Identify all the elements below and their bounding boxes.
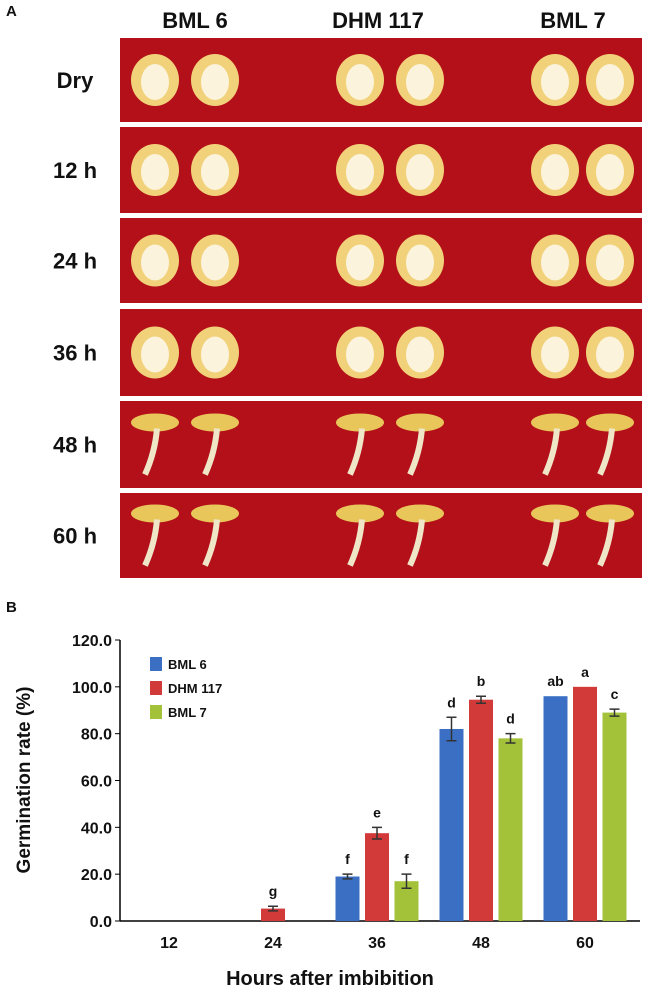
y-tick-label: 40.0 [81,820,112,837]
x-tick-label: 48 [472,935,490,952]
bar [335,876,360,921]
significance-letter: c [611,686,619,702]
row-label: 24 h [53,249,97,274]
column-header: BML 7 [540,8,606,33]
kernel [396,234,444,287]
significance-letter: f [404,851,409,867]
error-bar [505,732,516,744]
y-tick-label: 100.0 [72,680,112,697]
legend-label: BML 6 [168,657,207,672]
kernel [336,326,384,379]
kernel [586,234,634,287]
chart: 0.0 20.0 40.0 60.0 80.0 100.0 120.0 12 24 36 48 60 f… [14,633,640,990]
significance-letter: b [477,673,486,689]
y-axis-title: Germination rate (%) [14,687,35,874]
kernel [191,234,239,287]
kernel [396,326,444,379]
kernel [586,144,634,196]
kernel [396,54,444,106]
x-tick-label: 12 [160,935,178,952]
legend-swatch [150,657,162,671]
x-tick-label: 24 [264,935,282,952]
significance-letter: e [373,804,381,820]
significance-letter: f [345,851,350,867]
kernel [586,54,634,106]
bar [439,728,464,921]
kernel [336,234,384,287]
kernel [586,326,634,379]
error-bar [609,708,620,717]
y-tick-label: 120.0 [72,633,112,650]
legend-swatch [150,705,162,719]
bar [543,696,568,921]
x-tick-label: 60 [576,935,594,952]
row-label: 60 h [53,524,97,549]
error-bar [446,716,457,742]
panel-label: B [6,599,17,616]
kernel [531,326,579,379]
kernel [531,54,579,106]
kernel [191,54,239,106]
error-bar [401,873,412,889]
photo-row [120,401,642,488]
bar [261,908,285,921]
row-label: Dry [57,68,94,93]
y-tick-label: 20.0 [81,867,112,884]
kernel [131,144,179,196]
y-tick-label: 0.0 [90,914,112,931]
kernel [191,144,239,196]
kernel [131,234,179,287]
row-label: 36 h [53,341,97,366]
legend-label: BML 7 [168,705,207,720]
kernel [191,326,239,379]
legend-label: DHM 117 [168,681,222,696]
bar [573,686,597,921]
error-bar [476,695,486,704]
x-tick-label: 36 [368,935,386,952]
significance-letter: g [269,883,278,899]
significance-letter: d [506,711,515,727]
significance-letter: d [447,694,456,710]
significance-letter: ab [547,673,563,689]
legend-swatch [150,681,162,695]
error-bar [342,873,353,880]
x-axis-title: Hours after imbibition [226,968,434,990]
y-tick-label: 60.0 [81,774,112,791]
error-bar [372,826,382,840]
photo-panel: BML 6 DHM 117 BML 7 Dry 12 h 24 h 36 h 48 h 60 h [53,8,642,578]
kernel [531,144,579,196]
row-label: 48 h [53,433,97,458]
kernel [336,144,384,196]
bar [602,712,627,921]
column-header: BML 6 [162,8,228,33]
panel-label: A [6,3,17,20]
column-header: DHM 117 [332,8,424,33]
error-bar [268,905,278,912]
kernel [531,234,579,287]
kernel [336,54,384,106]
row-label: 12 h [53,158,97,183]
y-tick-label: 80.0 [81,727,112,744]
kernel [131,54,179,106]
kernel [131,326,179,379]
bar [469,699,493,921]
bar [498,738,523,921]
bar [365,833,389,921]
kernel [396,144,444,196]
significance-letter: a [581,664,589,680]
